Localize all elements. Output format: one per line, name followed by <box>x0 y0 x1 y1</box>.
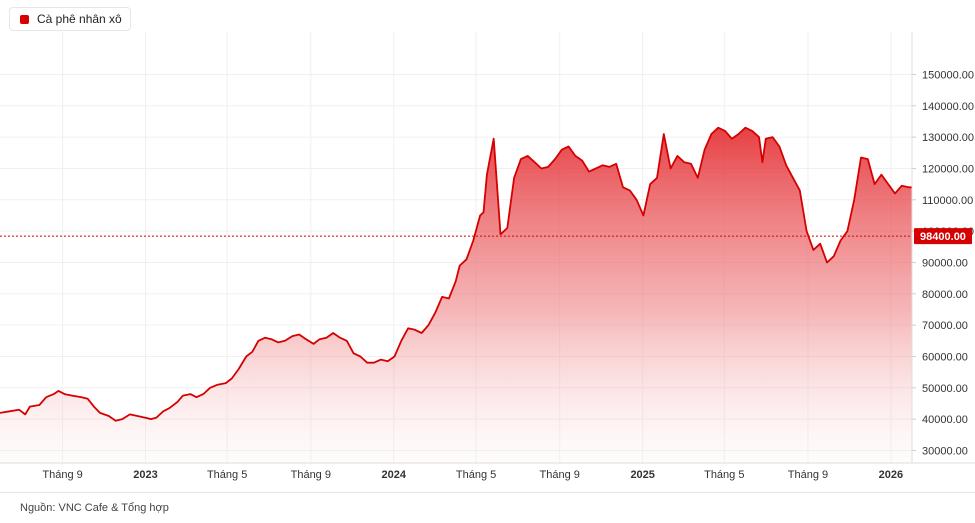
x-tick-label: 2026 <box>879 469 903 481</box>
y-tick-label: 60000.00 <box>922 351 968 363</box>
axes: 30000.00 40000.00 50000.00 60000.00 70000.00… <box>0 32 975 481</box>
price-marker: 98400.00 <box>0 228 972 245</box>
y-tick-label: 90000.00 <box>922 257 968 269</box>
legend-toggle-button[interactable]: Cà phê nhân xô <box>9 7 131 31</box>
x-tick-label: 2024 <box>382 469 407 481</box>
x-tick-label: Tháng 5 <box>207 469 247 481</box>
x-tick-label: Tháng 9 <box>788 469 828 481</box>
y-tick-label: 30000.00 <box>922 445 968 457</box>
x-tick-label: Tháng 9 <box>42 469 82 481</box>
y-tick-label: 120000.00 <box>922 163 974 175</box>
area-fill <box>0 127 912 463</box>
x-tick-label: Tháng 5 <box>456 469 496 481</box>
x-tick-label: 2023 <box>133 469 157 481</box>
x-tick-label: Tháng 9 <box>540 469 580 481</box>
y-tick-label: 80000.00 <box>922 289 968 301</box>
area-chart[interactable]: 30000.00 40000.00 50000.00 60000.00 70000.00… <box>0 0 975 493</box>
y-tick-label: 130000.00 <box>922 132 974 144</box>
y-tick-label: 50000.00 <box>922 383 968 395</box>
y-tick-label: 110000.00 <box>922 195 973 207</box>
y-tick-label: 70000.00 <box>922 320 968 332</box>
source-text: Nguồn: VNC Cafe & Tổng hợp <box>20 502 169 514</box>
legend-color-swatch <box>20 14 29 24</box>
area-series <box>0 126 912 463</box>
y-tick-label: 140000.00 <box>922 101 974 113</box>
x-tick-label: Tháng 5 <box>704 469 744 481</box>
x-tick-label: 2025 <box>630 469 654 481</box>
last-value-badge <box>914 228 972 245</box>
series-line <box>0 126 912 422</box>
source-footer: Nguồn: VNC Cafe & Tổng hợp <box>0 492 975 523</box>
y-tick-label: 150000.00 <box>922 69 974 81</box>
y-tick-label: 40000.00 <box>922 414 968 426</box>
x-tick-label: Tháng 9 <box>291 469 331 481</box>
last-value-label: 98400.00 <box>920 231 966 243</box>
legend-label: Cà phê nhân xô <box>37 12 122 26</box>
